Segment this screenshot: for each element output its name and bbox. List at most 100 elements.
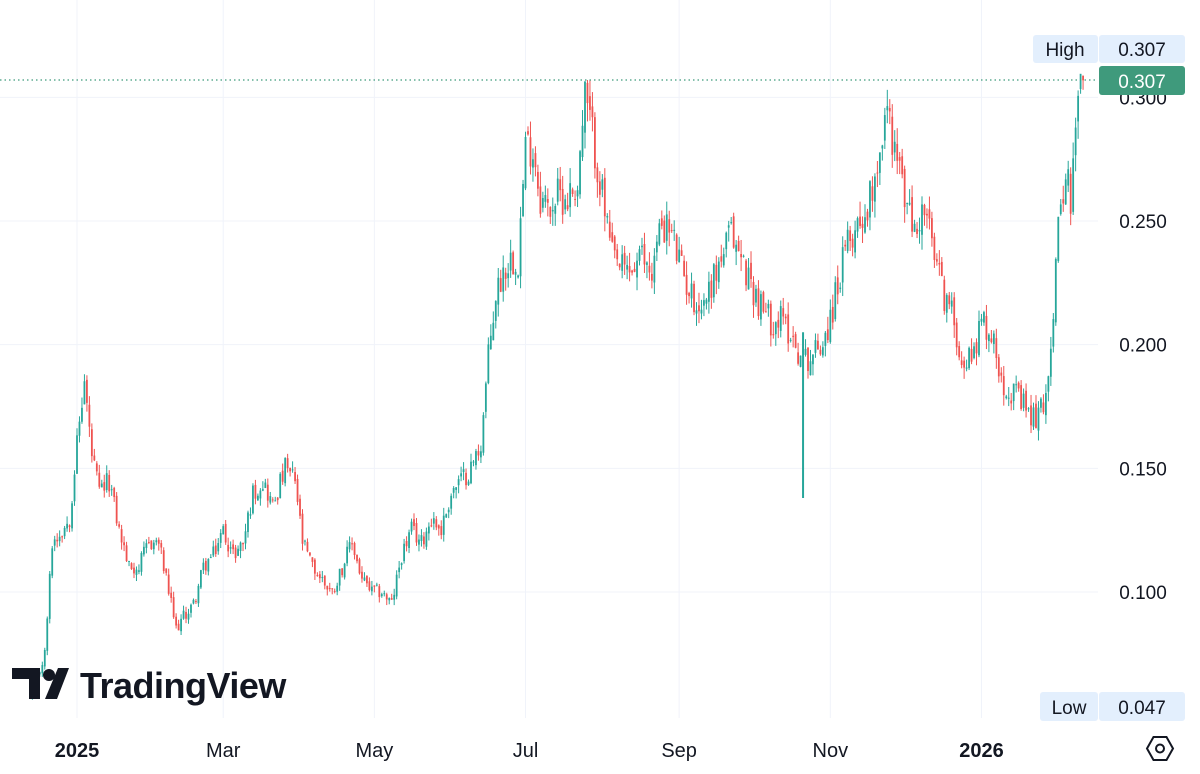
candle [948,291,951,310]
candle [343,562,346,580]
candle [90,423,93,463]
candle [886,89,889,124]
candle [209,554,212,559]
candle [715,255,718,295]
candle [348,536,351,553]
settings-hexagon-icon[interactable] [1145,736,1175,761]
candle [108,470,111,497]
chart-grid [0,0,1098,718]
candle [311,557,314,568]
candle [373,585,376,593]
candle [586,80,589,122]
candle [874,173,876,218]
candle [866,208,869,227]
candle [222,524,225,535]
tradingview-logo[interactable]: TradingView [12,665,288,706]
candle [784,313,787,325]
candle [187,608,190,624]
candle [616,243,619,266]
candle [494,300,497,329]
candle [110,484,113,496]
candle [992,330,995,354]
candle [150,540,153,550]
candle [115,492,118,526]
candle [437,524,440,536]
candle [807,347,809,379]
candle [598,171,601,207]
candle [968,346,970,371]
candle [254,479,257,505]
candle [338,568,341,591]
candle [693,280,695,316]
candle [817,333,819,350]
candle [346,540,349,567]
candle [864,204,866,234]
candle [177,619,180,631]
candle [608,209,611,241]
candle [284,457,287,487]
candle [1027,407,1030,412]
candle [898,151,901,175]
candle [294,467,296,484]
candle [430,518,433,528]
candle [147,536,150,545]
candle [229,541,232,554]
candle [527,126,529,136]
candle [767,299,770,317]
candle [931,211,933,247]
candle [678,236,681,263]
candle [482,412,485,456]
last-price-value: 0.307 [1118,72,1166,93]
candle [576,185,579,208]
candle [306,538,309,553]
candle [955,318,958,356]
candle [861,216,864,243]
candle [911,185,913,238]
candle [752,276,755,318]
candle [497,268,500,317]
candle [336,582,339,596]
candle [83,374,86,405]
candle [170,586,173,603]
candle [903,165,906,223]
candle [755,284,757,307]
candle [499,269,502,293]
candle [670,223,673,233]
candle [207,558,210,576]
candle [668,210,671,247]
candle [883,107,886,149]
x-tick-label: 2025 [55,740,100,762]
candle [707,271,710,314]
candle [224,520,227,545]
candle [760,290,762,326]
candle [100,479,103,488]
candle [663,215,666,243]
candle [891,104,894,168]
candle [532,148,534,182]
candle [63,525,66,540]
candle [650,262,653,289]
candle [157,537,160,551]
candle [963,356,966,379]
candle [712,263,715,303]
candle [703,293,705,317]
candle [316,572,319,577]
candle [237,545,239,557]
candle [762,290,765,314]
candle [56,533,59,548]
candle [502,255,505,302]
candle [1059,198,1062,216]
candle [953,292,956,338]
candle [113,486,116,502]
candle [393,588,396,606]
candle [750,251,752,288]
candle [274,496,277,502]
candle [217,538,220,555]
candle [747,258,750,290]
candle [341,568,344,578]
candle [878,152,881,186]
candle [906,202,909,215]
candle [1082,75,1084,90]
candle [799,355,802,368]
